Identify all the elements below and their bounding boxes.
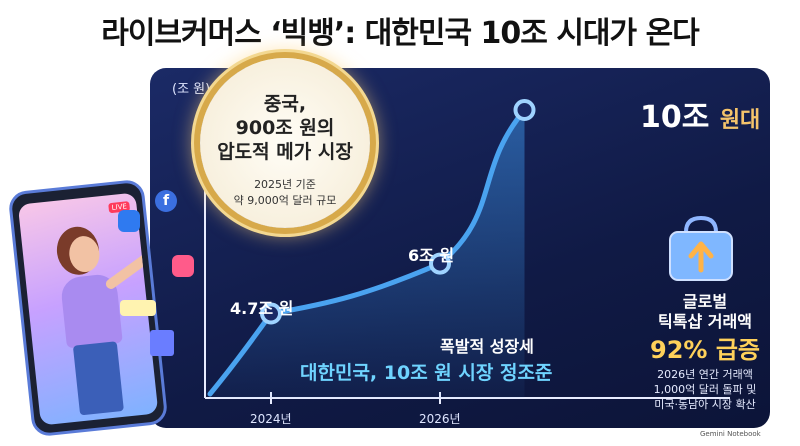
growth-area bbox=[210, 110, 525, 398]
china-market-badge: 중국, 900조 원의 압도적 메가 시장 2025년 기준 약 9,000억 … bbox=[200, 58, 370, 228]
small-bag-icon bbox=[150, 330, 174, 356]
badge-title-3: 압도적 메가 시장 bbox=[217, 141, 353, 163]
x-tick-label-2024: 2024년 bbox=[250, 412, 292, 426]
heart-icon bbox=[172, 255, 194, 277]
badge-title-1: 중국, bbox=[263, 93, 307, 115]
presenter-legs bbox=[72, 341, 124, 416]
badge-title-2: 900조 원의 bbox=[235, 117, 335, 139]
global-sub-1: 2026년 연간 거래액 bbox=[657, 368, 753, 381]
label-2024: 4.7조 원 bbox=[230, 299, 294, 318]
presenter-head bbox=[67, 234, 102, 274]
presenter-arm bbox=[103, 241, 159, 291]
cart-icon bbox=[118, 210, 140, 232]
label-2026: 6조 원 bbox=[408, 246, 455, 265]
x-tick-label-2026: 2026년 bbox=[419, 412, 461, 426]
badge-sub-1: 2025년 기준 bbox=[254, 178, 316, 191]
label-10: 10조 원대 bbox=[640, 92, 760, 136]
trend-line-2: 대한민국, 10조 원 시장 정조준 bbox=[300, 362, 553, 384]
data-point-2026 bbox=[429, 252, 451, 275]
trend-line-1: 폭발적 성장세 bbox=[440, 337, 534, 356]
global-sub-2: 1,000억 달러 돌파 및 bbox=[653, 383, 757, 396]
badge-sub-2: 약 9,000억 달러 규모 bbox=[233, 194, 337, 207]
stars-icon bbox=[120, 300, 156, 316]
label-10-unit: 원대 bbox=[719, 108, 761, 133]
data-point-2024 bbox=[260, 302, 282, 325]
global-sub-3: 미국·동남아 시장 확산 bbox=[654, 398, 756, 411]
shopping-bag-icon bbox=[669, 215, 733, 281]
brand-watermark: Gemini Notebook bbox=[700, 430, 761, 438]
facebook-icon: f bbox=[155, 190, 177, 212]
global-line-3: 92% 급증 bbox=[650, 336, 760, 364]
y-axis-label: (조 원) bbox=[172, 82, 211, 97]
global-line-1: 글로벌 bbox=[682, 292, 728, 311]
headline: 라이브커머스 ‘빅뱅’: 대한민국 10조 시대가 온다 bbox=[101, 16, 700, 51]
growth-line bbox=[207, 107, 527, 397]
global-line-2: 틱톡샵 거래액 bbox=[658, 312, 752, 331]
label-10-main: 10조 bbox=[640, 100, 710, 135]
data-point-2027 bbox=[513, 99, 536, 121]
